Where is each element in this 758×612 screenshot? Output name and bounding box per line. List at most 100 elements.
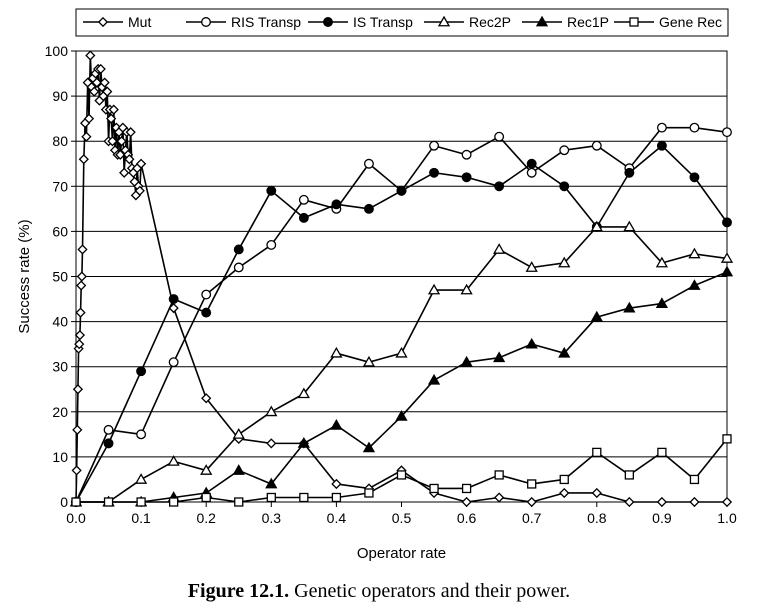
data-point	[78, 154, 89, 165]
data-point	[71, 465, 82, 476]
data-point	[721, 496, 733, 508]
axis-ticks: 0 10 20 30 40 50 60 70 80 90 100 0.0 0.1 0.2 0.3 0.4 0.5…	[45, 43, 737, 526]
y-tick-label: 100	[45, 43, 69, 59]
data-point	[461, 149, 472, 160]
data-point	[364, 203, 374, 214]
data-point	[535, 15, 549, 27]
data-point	[591, 140, 602, 151]
data-point	[494, 131, 505, 142]
data-point	[720, 265, 734, 277]
data-point	[97, 16, 109, 28]
series-is-transp	[71, 140, 732, 507]
series-group	[69, 50, 734, 508]
data-point	[323, 17, 333, 27]
data-point	[590, 310, 603, 322]
x-tick-label: 0.6	[457, 510, 477, 526]
legend: Mut RIS Transp IS Transp Rec2P Rec1P Gene Rec	[75, 8, 729, 37]
data-point	[559, 145, 570, 156]
legend-label: Rec2P	[469, 14, 511, 30]
legend-label: Rec1P	[567, 14, 609, 30]
data-point	[527, 479, 537, 489]
data-point	[266, 492, 276, 503]
y-axis-title: Success rate (%)	[16, 219, 33, 333]
data-point	[429, 167, 440, 178]
data-point	[201, 492, 211, 503]
data-point	[298, 212, 309, 223]
legend-label: IS Transp	[353, 14, 413, 30]
data-point	[168, 294, 179, 305]
data-point	[331, 199, 342, 210]
data-point	[624, 470, 634, 480]
data-point	[689, 474, 700, 485]
data-point	[115, 149, 126, 160]
series-line	[75, 144, 728, 503]
x-tick-label: 0.2	[196, 510, 216, 526]
legend-item: IS Transp	[308, 14, 413, 30]
data-point	[298, 194, 309, 205]
figure-caption: Figure 12.1. Genetic operators and their…	[0, 580, 758, 603]
data-point	[629, 17, 639, 27]
data-point	[624, 496, 635, 508]
data-point	[427, 283, 441, 295]
series-gene-rec	[71, 434, 732, 507]
data-point	[655, 256, 669, 268]
data-point	[461, 483, 472, 494]
data-point	[559, 487, 570, 499]
data-point	[461, 172, 472, 183]
data-point	[232, 464, 245, 475]
data-point	[689, 122, 700, 133]
data-point	[330, 419, 343, 430]
data-point	[689, 496, 700, 508]
y-tick-label: 20	[52, 404, 68, 420]
data-point	[722, 434, 732, 444]
data-point	[136, 497, 146, 507]
data-point	[364, 488, 374, 498]
data-point	[526, 158, 537, 169]
data-point	[362, 441, 376, 453]
y-tick-label: 30	[52, 359, 68, 375]
data-point	[72, 424, 83, 435]
data-point	[107, 136, 118, 147]
data-point	[116, 136, 127, 147]
data-point	[95, 63, 106, 75]
data-point	[233, 244, 244, 255]
legend-item: RIS Transp	[186, 14, 301, 30]
data-point	[526, 496, 537, 508]
data-point	[77, 244, 88, 255]
data-point	[429, 483, 439, 494]
data-point	[106, 113, 117, 124]
data-point	[99, 77, 110, 88]
data-point	[460, 355, 473, 367]
data-point	[103, 497, 114, 507]
series-mut	[70, 50, 733, 508]
y-tick-label: 70	[52, 178, 68, 194]
data-point	[136, 429, 147, 440]
data-point	[201, 307, 212, 318]
data-point	[689, 172, 700, 183]
data-point	[135, 158, 147, 169]
x-tick-label: 0.9	[652, 510, 672, 526]
x-tick-label: 0.1	[131, 510, 151, 526]
data-point	[558, 256, 571, 268]
data-point	[125, 127, 136, 138]
data-point	[656, 496, 668, 508]
data-point	[655, 297, 669, 308]
data-point	[559, 181, 570, 192]
legend-item: Gene Rec	[614, 14, 722, 30]
x-axis-title: Operator rate	[357, 545, 446, 562]
data-point	[656, 122, 667, 133]
data-point	[720, 252, 734, 263]
data-point	[299, 492, 309, 503]
data-point	[102, 86, 113, 97]
data-point	[74, 339, 85, 350]
series-line	[75, 54, 727, 503]
y-tick-label: 90	[52, 88, 68, 104]
data-point	[331, 478, 342, 490]
data-point	[234, 497, 244, 507]
y-tick-label: 50	[52, 269, 68, 285]
data-point	[688, 279, 701, 290]
data-point	[364, 158, 374, 169]
y-tick-label: 10	[52, 449, 68, 465]
data-point	[103, 438, 114, 449]
